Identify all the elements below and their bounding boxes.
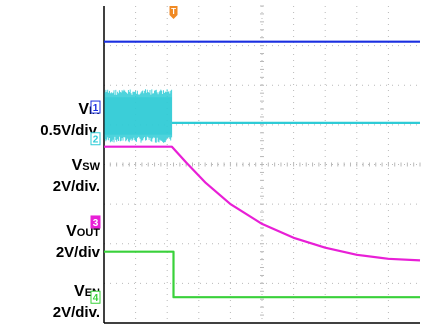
- vout-marker-box: [90, 215, 101, 229]
- ven-marker-box: [90, 290, 101, 304]
- vsw-marker: 2: [90, 132, 101, 146]
- trigger-marker-label: T: [171, 7, 176, 16]
- plot-frame: [103, 6, 420, 324]
- trigger-marker: T: [169, 6, 178, 19]
- vsw-switching-fill: [105, 97, 172, 135]
- ven-marker: 4: [90, 290, 101, 304]
- trigger-marker-shape: [169, 6, 178, 19]
- vin-marker-box: [90, 100, 101, 114]
- ven-marker-label: 4: [93, 293, 99, 304]
- vin-marker-label: 1: [93, 103, 99, 114]
- vsw-scale: 2V/div.: [52, 178, 100, 195]
- ven-scale: 2V/div.: [52, 304, 100, 321]
- vout-label: VOUT 2V/div: [55, 223, 100, 261]
- vsw-marker-label: 2: [93, 135, 99, 146]
- vout-trace: [104, 145, 421, 262]
- vsw-marker-box: [90, 132, 101, 146]
- vin-scale: 0.5V/div.: [40, 122, 100, 139]
- vout-scale: 2V/div: [55, 244, 100, 261]
- vin-marker: 1: [90, 100, 101, 114]
- vout-marker: 3: [90, 215, 101, 229]
- grid: [103, 5, 421, 324]
- ven-trace: [104, 250, 420, 299]
- vsw-label: VSW 2V/div.: [52, 157, 100, 195]
- vout-marker-label: 3: [93, 218, 99, 229]
- channel-markers: 1 2 3 4 T: [90, 6, 178, 304]
- traces: [104, 40, 421, 299]
